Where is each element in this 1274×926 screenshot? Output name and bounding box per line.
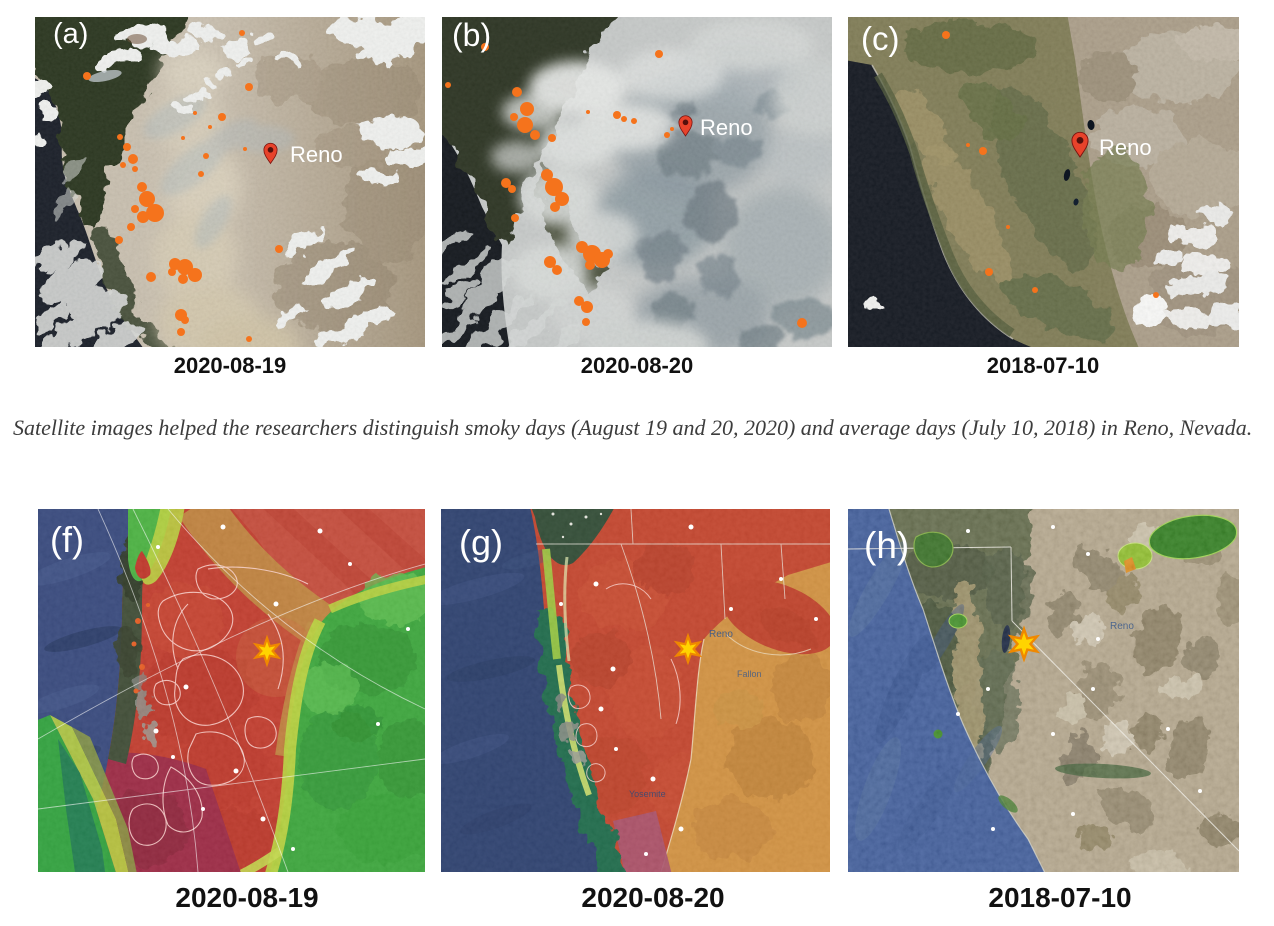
svg-text:(a): (a) [53, 18, 88, 50]
svg-text:Reno: Reno [290, 142, 343, 167]
svg-text:Fallon: Fallon [737, 669, 762, 679]
svg-text:Reno: Reno [1099, 135, 1152, 160]
svg-text:(b): (b) [452, 17, 491, 53]
svg-text:(h): (h) [864, 525, 909, 566]
svg-text:Reno: Reno [1110, 621, 1134, 632]
svg-text:Yosemite: Yosemite [629, 789, 666, 799]
svg-text:(f): (f) [50, 519, 84, 560]
svg-text:Reno: Reno [709, 629, 733, 640]
svg-text:(c): (c) [861, 20, 899, 57]
svg-text:Reno: Reno [700, 115, 753, 140]
svg-text:(g): (g) [459, 522, 503, 563]
